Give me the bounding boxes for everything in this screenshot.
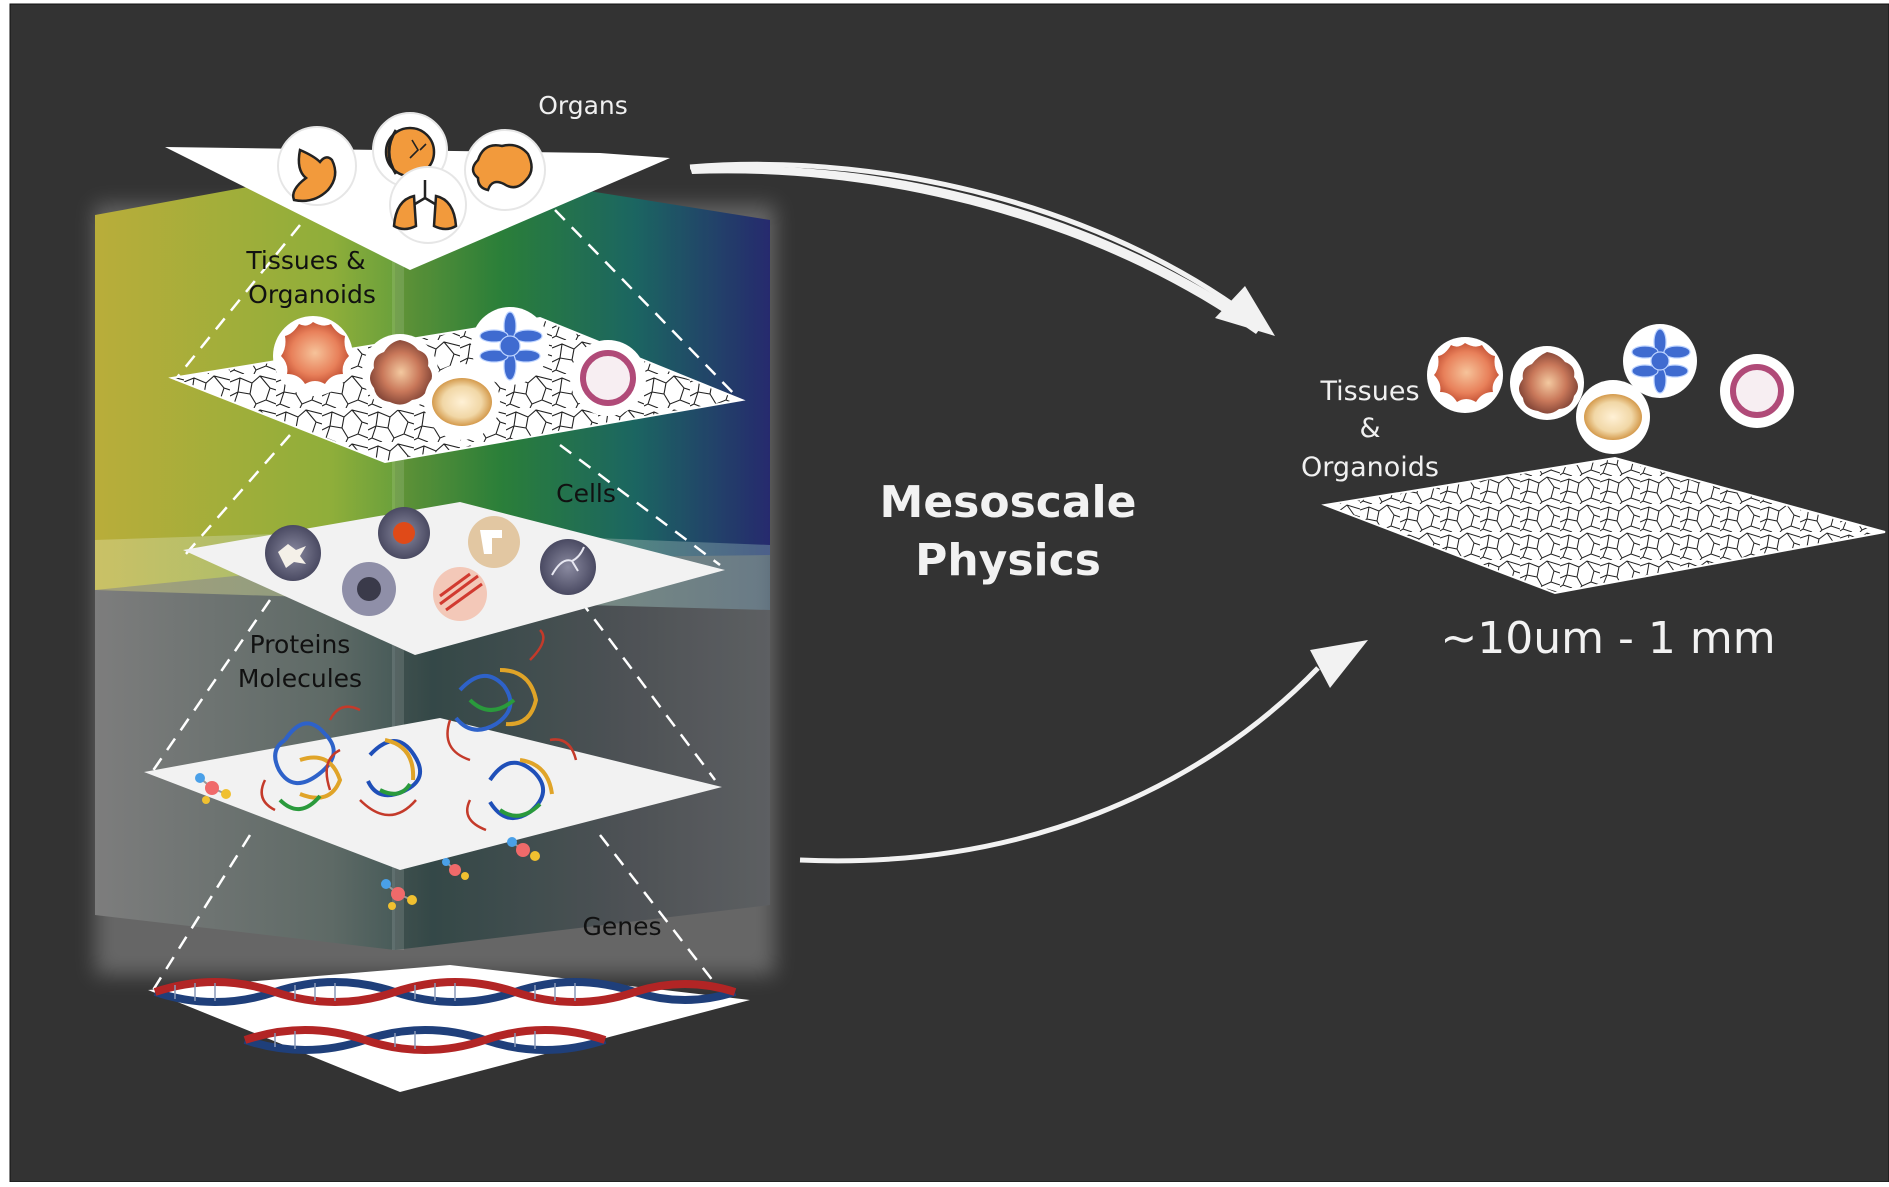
dna-helix-icon	[153, 978, 737, 1054]
protein-structure-icon	[260, 705, 361, 812]
organs-label: Organs	[538, 91, 628, 120]
genes-label: Genes	[582, 912, 661, 941]
bone-cell-icon	[468, 516, 520, 568]
tissues-detail: Tissues & Organoids ~10um - 1 mm	[1301, 324, 1886, 664]
organ-icons	[277, 112, 546, 244]
tissue-icons	[273, 307, 646, 440]
proteins-label: Proteins	[250, 630, 351, 659]
protein-structure-icon	[446, 629, 545, 762]
small-molecule-icon	[381, 879, 417, 910]
protein-structure-icon	[325, 738, 423, 817]
tissue-mesh-plane	[1321, 456, 1886, 595]
small-molecule-icon	[195, 773, 231, 804]
organoids-label-right: Organoids	[1301, 452, 1439, 483]
proteins-plane	[144, 718, 722, 870]
molecules-label: Molecules	[238, 664, 362, 693]
scale-range-label: ~10um - 1 mm	[1440, 613, 1775, 664]
ampersand-label-right: &	[1359, 413, 1380, 444]
arrow-top-head	[1215, 286, 1275, 336]
cell-icons	[265, 507, 596, 621]
protein-structure-icon	[466, 738, 578, 832]
cells-label: Cells	[556, 479, 616, 508]
small-molecule-icon	[442, 858, 469, 880]
small-molecule-icon	[507, 837, 540, 861]
arrows	[689, 161, 1368, 864]
tissues-label-left: Tissues &	[245, 246, 365, 275]
projection-lines	[148, 209, 741, 996]
organoids-label-left: Organoids	[248, 280, 376, 309]
arrow-bottom-head	[1310, 640, 1368, 688]
arrow-top	[689, 161, 1264, 328]
tissues-label-right: Tissues	[1319, 376, 1419, 407]
neuron-cell-icon	[540, 539, 596, 595]
small-molecules	[195, 773, 540, 910]
protein-structures	[260, 629, 578, 832]
center-title-line2: Physics	[915, 535, 1101, 586]
scale-stack: Organs Tissues & Organoids Cells	[95, 91, 775, 1092]
center-title-line1: Mesoscale	[880, 477, 1137, 528]
arrow-bottom	[799, 666, 1320, 864]
